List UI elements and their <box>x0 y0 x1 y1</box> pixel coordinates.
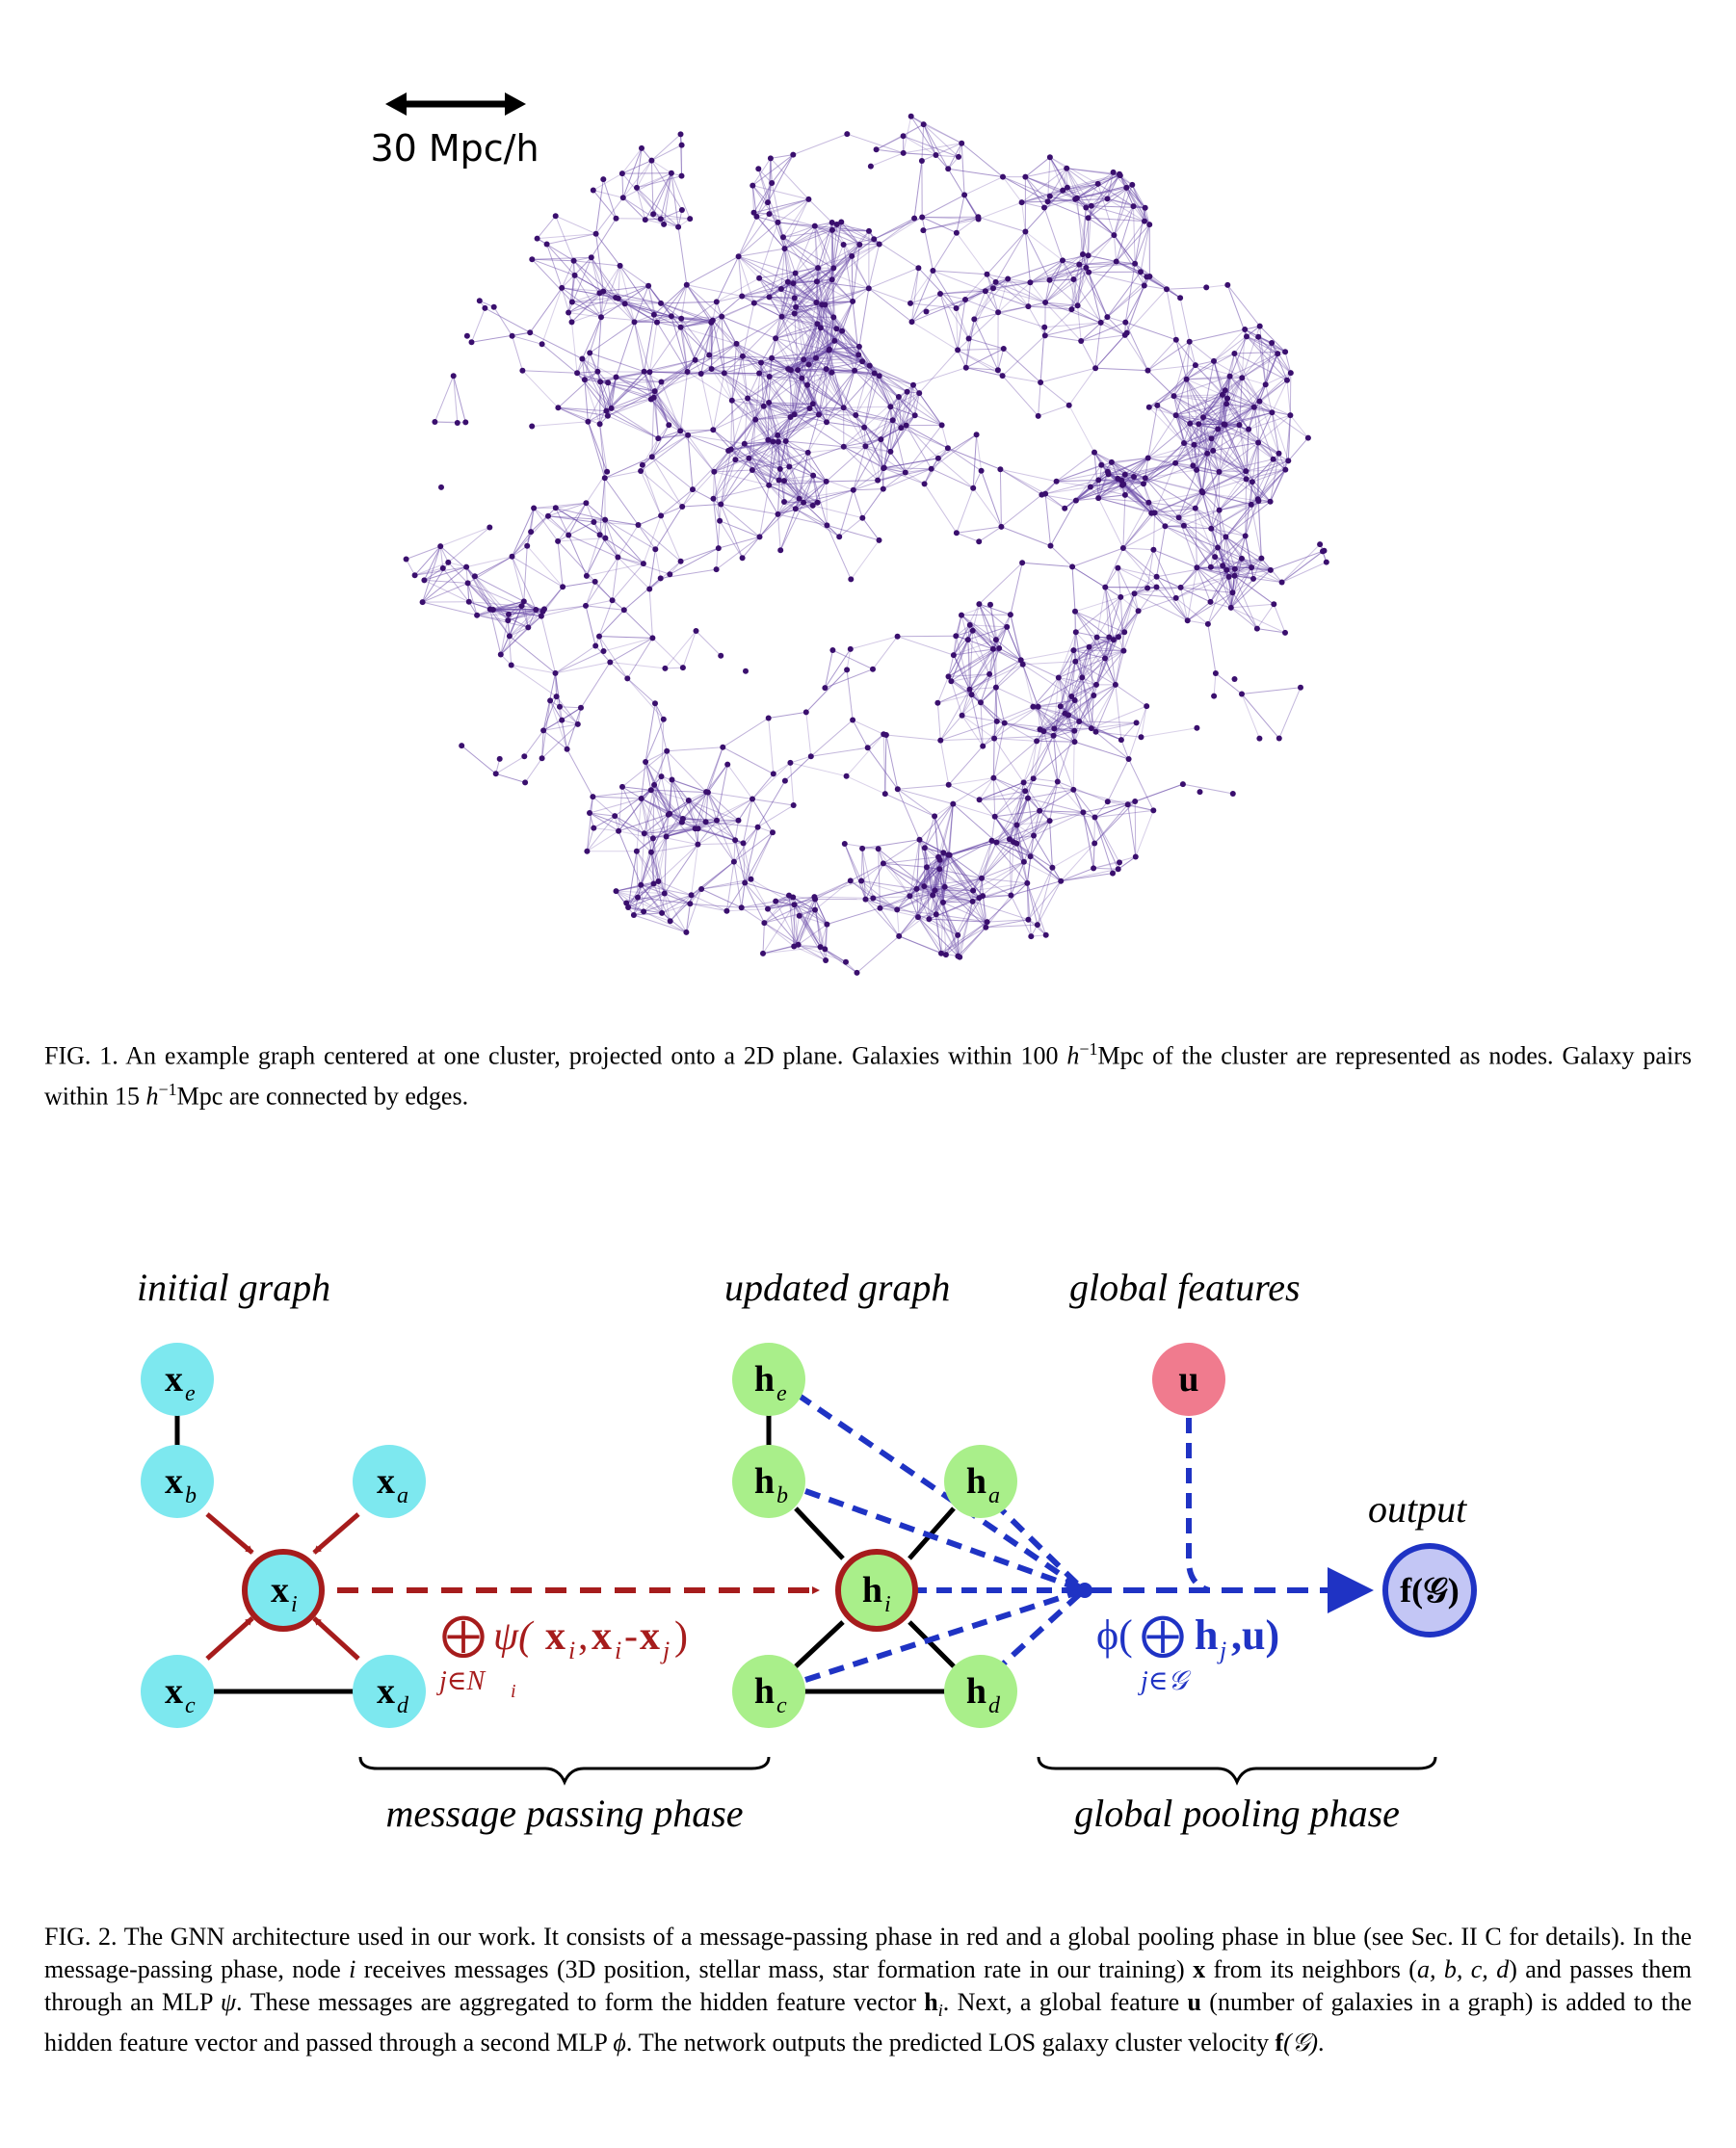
svg-text:x: x <box>165 1461 183 1502</box>
svg-text:x: x <box>165 1671 183 1712</box>
gnn-architecture-diagram: initial graph updated graph global featu… <box>137 1266 1477 1835</box>
edge-xd-xi <box>312 1616 360 1661</box>
label-global-pooling-phase: global pooling phase <box>1074 1792 1400 1835</box>
caption-label: FIG. 1. <box>44 1041 118 1070</box>
scale-bar: 30 Mpc/h <box>370 92 539 170</box>
edge-xa-xi <box>312 1512 360 1555</box>
label-updated-graph: updated graph <box>724 1266 950 1309</box>
label-message-passing-phase: message passing phase <box>385 1792 743 1835</box>
svg-text:b: b <box>185 1483 197 1508</box>
output-node: f(𝒢) <box>1382 1543 1477 1637</box>
svg-text:i: i <box>291 1592 298 1617</box>
message-passing-brace <box>358 1756 771 1786</box>
label-initial-graph: initial graph <box>137 1266 330 1309</box>
figure-1-caption: FIG. 1. An example graph centered at one… <box>44 1039 1692 1111</box>
svg-text:d: d <box>397 1693 409 1718</box>
scale-bar-label: 30 Mpc/h <box>370 127 539 170</box>
global-feature-node-u: u <box>1152 1343 1225 1416</box>
edge-xc-xi <box>205 1616 254 1661</box>
figure-2-caption: FIG. 2. The GNN architecture used in our… <box>44 1923 1693 2057</box>
svg-text:x: x <box>377 1461 395 1502</box>
svg-text:x: x <box>377 1671 395 1712</box>
svg-text:a: a <box>397 1483 408 1508</box>
graph-nodes <box>403 113 1329 976</box>
pool-formula: ϕ( ⨁ h j ,u) j∈𝒢 <box>1096 1610 1279 1696</box>
global-pooling-brace <box>1037 1756 1437 1786</box>
svg-text:c: c <box>185 1693 196 1718</box>
global-feature-line <box>1186 1418 1210 1593</box>
message-formula: ⨁ ψ( x i , x i - x j ) j∈N i <box>436 1610 688 1702</box>
label-output: output <box>1368 1487 1467 1531</box>
pooling-lines <box>796 1392 1087 1683</box>
svg-text:x: x <box>165 1359 183 1400</box>
galaxy-graph-figure: 30 Mpc/h <box>370 92 1329 976</box>
svg-text:x: x <box>271 1570 289 1611</box>
svg-text:e: e <box>185 1381 196 1406</box>
label-global-features: global features <box>1069 1266 1301 1309</box>
edge-xb-xi <box>205 1512 254 1555</box>
